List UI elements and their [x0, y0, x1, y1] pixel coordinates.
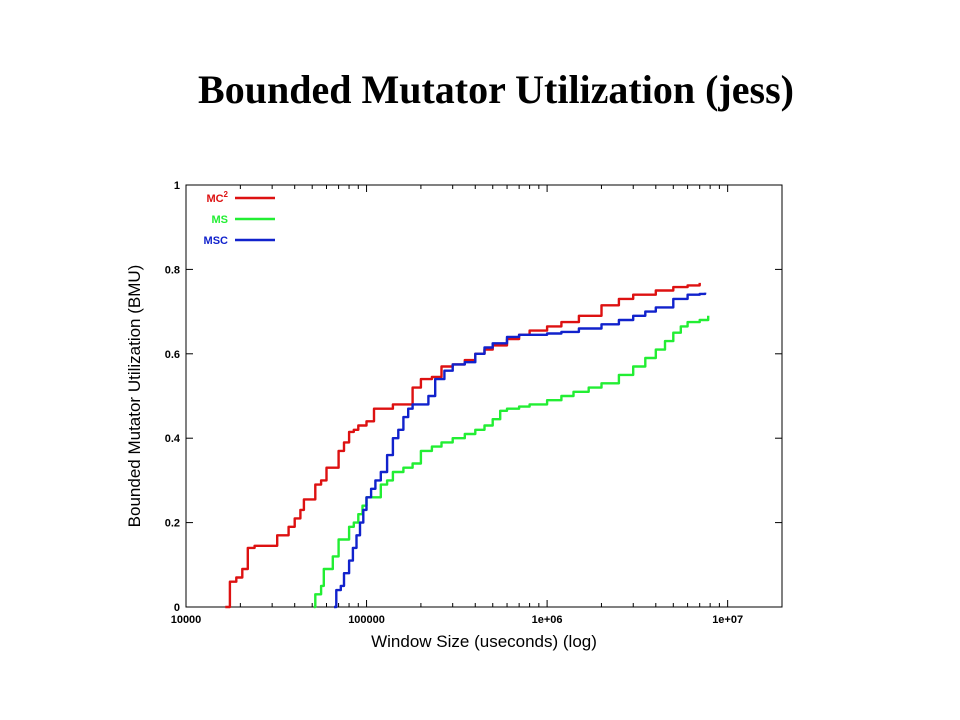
axis-ticks: [185, 184, 783, 608]
x-axis-title: Window Size (useconds) (log): [371, 632, 597, 651]
x-tick-label: 10000: [171, 614, 202, 626]
axis-tick-labels: 10000 100000 1e+06 1e+07 0 0.2 0.4 0.6 0.8 1: [165, 180, 743, 626]
slide-title: Bounded Mutator Utilization (jess): [198, 67, 794, 112]
series-lines: [225, 282, 710, 609]
plot-area-frame: [185, 184, 783, 608]
legend: MC2 MS MSC: [204, 190, 275, 247]
series-line-ms: [313, 315, 710, 609]
series-line-mc: [225, 282, 701, 609]
series-line-msc: [334, 292, 707, 609]
y-tick-label: 0.6: [165, 349, 180, 361]
y-tick-label: 0.4: [165, 433, 181, 445]
x-tick-label: 1e+06: [532, 614, 563, 626]
legend-label: MSC: [204, 235, 229, 247]
x-tick-label: 100000: [348, 614, 385, 626]
legend-label: MC2: [206, 190, 228, 205]
y-tick-label: 1: [174, 180, 180, 192]
y-tick-label: 0: [174, 602, 180, 614]
legend-label: MS: [212, 214, 229, 226]
x-tick-label: 1e+07: [712, 614, 743, 626]
y-tick-label: 0.2: [165, 518, 180, 530]
y-axis-title: Bounded Mutator Utilization (BMU): [125, 265, 144, 528]
y-tick-label: 0.8: [165, 264, 180, 276]
